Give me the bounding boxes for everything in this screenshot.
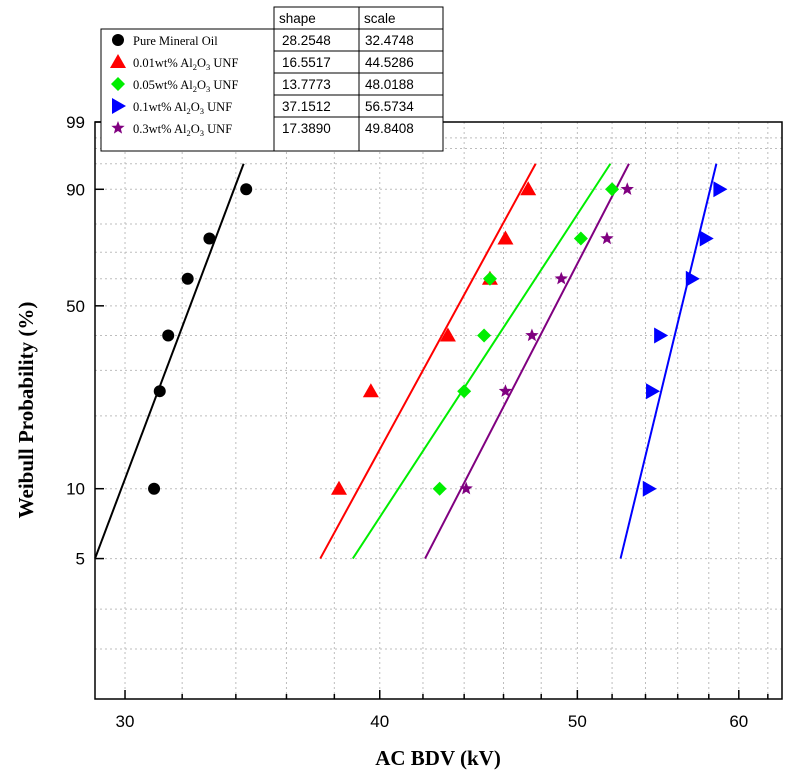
x-tick-label: 40 — [370, 712, 389, 731]
grid-lines — [95, 121, 782, 699]
legend-marker-series-3 — [111, 77, 125, 91]
data-point-series-3 — [477, 328, 492, 343]
legend-label-series-1: Pure Mineral Oil — [133, 34, 218, 48]
fit-lines — [94, 163, 718, 560]
data-point-series-3 — [482, 271, 497, 286]
data-point-series-1 — [181, 272, 194, 285]
data-points — [148, 181, 728, 497]
data-point-series-5 — [498, 384, 513, 397]
table-shape-value: 37.1512 — [282, 99, 331, 114]
data-point-series-4 — [642, 480, 657, 497]
data-point-series-5 — [600, 231, 614, 245]
table-scale-value: 44.5286 — [365, 55, 414, 70]
legend: shape scale Pure Mineral Oil 28.2548 32.4748… — [100, 6, 444, 152]
plot-frame — [94, 121, 783, 700]
data-point-series-2 — [330, 480, 347, 495]
table-scale-value: 49.8408 — [365, 121, 414, 136]
data-point-series-1 — [148, 482, 161, 495]
data-point-series-4 — [646, 383, 661, 400]
data-point-series-5 — [459, 481, 473, 495]
legend-marker-series-2 — [110, 54, 126, 68]
fit-line-series-1 — [94, 163, 245, 559]
table-header-shape: shape — [279, 11, 316, 26]
table-scale-value: 32.4748 — [365, 33, 414, 48]
table-scale-value: 56.5734 — [365, 99, 414, 114]
data-point-series-2 — [439, 327, 456, 342]
y-tick-label: 99 — [66, 113, 85, 132]
legend-label-series-4: 0.1wt% Al2O3 UNF — [133, 100, 232, 116]
legend-label-series-3: 0.05wt% Al2O3 UNF — [133, 78, 238, 94]
data-point-series-3 — [432, 481, 447, 496]
data-point-series-1 — [240, 183, 253, 196]
legend-label-series-5: 0.3wt% Al2O3 UNF — [133, 122, 232, 138]
table-shape-value: 16.5517 — [282, 55, 331, 70]
y-tick-label: 5 — [76, 550, 85, 569]
data-point-series-4 — [654, 327, 669, 344]
legend-marker-series-1 — [112, 34, 124, 46]
fit-line-series-3 — [351, 163, 612, 560]
data-point-series-5 — [525, 328, 539, 342]
fit-line-series-4 — [619, 163, 718, 559]
x-tick-label: 30 — [116, 712, 135, 731]
data-point-series-4 — [699, 230, 714, 247]
data-point-series-5 — [620, 182, 634, 195]
data-point-series-2 — [362, 383, 379, 398]
data-point-series-1 — [153, 385, 166, 398]
x-axis-title: AC BDV (kV) — [375, 746, 501, 770]
legend-marker-series-4 — [112, 98, 126, 114]
data-point-series-3 — [573, 231, 588, 246]
y-tick-label: 50 — [66, 297, 85, 316]
fit-line-series-2 — [319, 163, 537, 560]
legend-box — [100, 28, 275, 152]
table-scale-value: 48.0188 — [365, 77, 414, 92]
x-tick-label: 60 — [729, 712, 748, 731]
data-point-series-2 — [520, 181, 537, 196]
data-point-series-3 — [457, 384, 472, 399]
legend-label-series-2: 0.01wt% Al2O3 UNF — [133, 56, 238, 72]
x-tick-label: 50 — [568, 712, 587, 731]
y-tick-label: 90 — [66, 180, 85, 199]
y-axis-title: Weibull Probability (%) — [14, 302, 38, 519]
legend-marker-series-5 — [111, 121, 125, 134]
data-point-series-2 — [497, 230, 514, 245]
data-point-series-1 — [203, 232, 216, 245]
data-point-series-5 — [554, 271, 568, 285]
fit-line-series-5 — [424, 163, 630, 560]
data-point-series-4 — [685, 270, 700, 287]
data-point-series-1 — [162, 329, 175, 342]
data-point-series-4 — [713, 181, 728, 198]
table-shape-value: 13.7773 — [282, 77, 331, 92]
axes: 30 40 50 60 5 10 50 90 99 — [66, 113, 769, 731]
table-header-scale: scale — [364, 11, 396, 26]
table-shape-value: 28.2548 — [282, 33, 331, 48]
data-point-series-3 — [605, 182, 620, 197]
y-tick-label: 10 — [66, 480, 85, 499]
table-shape-value: 17.3890 — [282, 121, 331, 136]
